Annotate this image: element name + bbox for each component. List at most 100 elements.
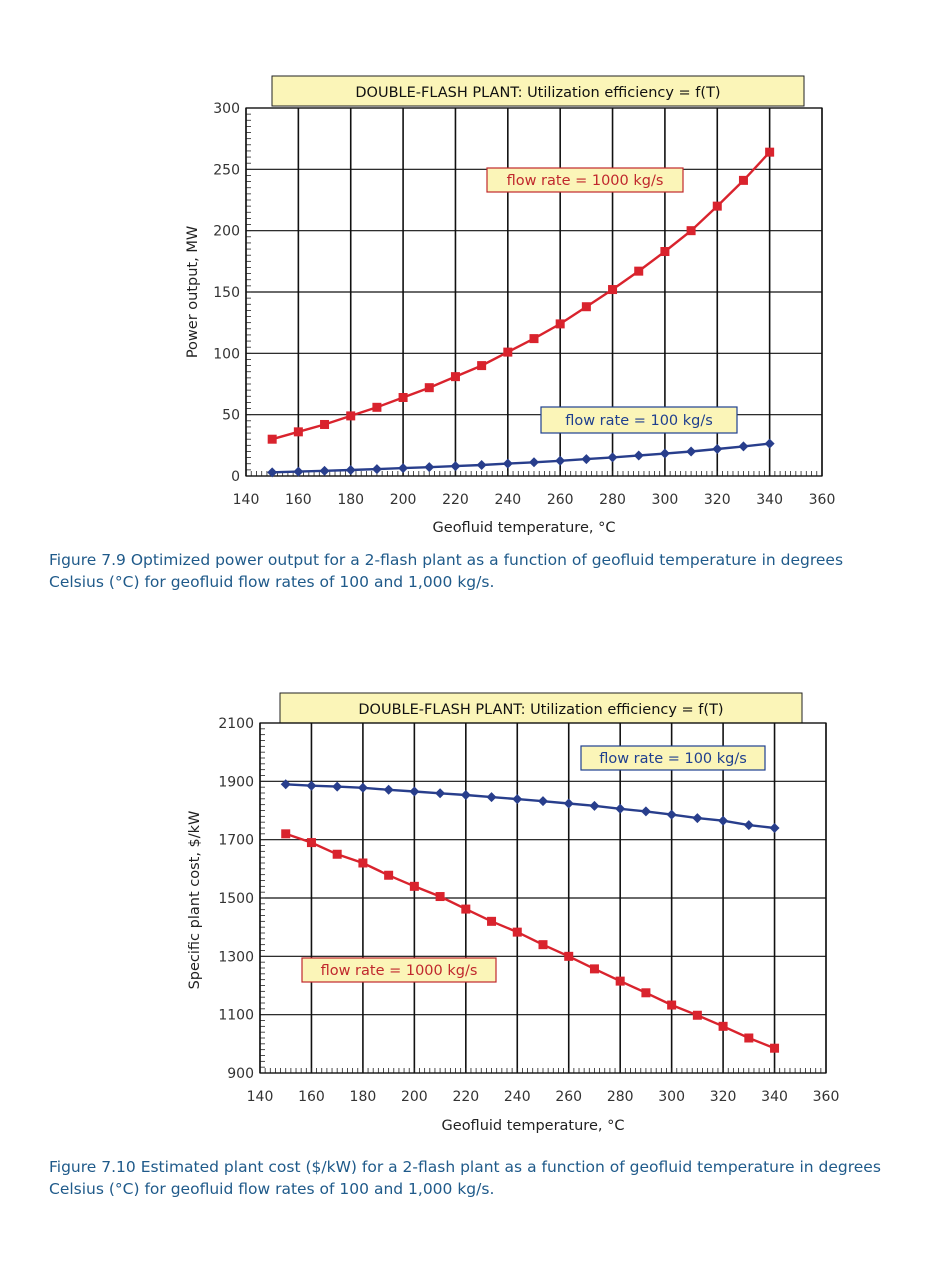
x-tick-label: 340: [761, 1089, 788, 1105]
x-tick-label: 200: [390, 492, 417, 508]
series-label-box: [301, 957, 497, 983]
x-tick-label: 300: [652, 492, 679, 508]
data-point-diamond: [280, 779, 291, 790]
x-tick-label: 160: [285, 492, 312, 508]
x-tick-label: 160: [298, 1089, 325, 1105]
power-output-chart: DOUBLE-FLASH PLANT: Utilization efficien…: [185, 75, 835, 536]
data-point-diamond: [563, 798, 574, 809]
y-axis-title: Power output, MW: [185, 226, 201, 358]
data-point-diamond: [267, 467, 278, 478]
series-label-text: flow rate = 100 kg/s: [565, 413, 713, 429]
data-point-square: [712, 201, 722, 211]
series-label: flow rate = 1000 kg/s: [486, 167, 684, 193]
series-label: flow rate = 100 kg/s: [580, 745, 766, 771]
y-tick-label: 50: [222, 408, 240, 424]
data-point-diamond: [371, 464, 382, 475]
plot-frame: [245, 107, 823, 477]
figure-7-10-caption: Figure 7.10 Estimated plant cost ($/kW) …: [49, 1158, 881, 1198]
data-point-diamond: [607, 452, 618, 463]
data-point-square: [634, 266, 644, 276]
figure-7-10: DOUBLE-FLASH PLANT: Utilization efficien…: [0, 620, 938, 1280]
y-tick-label: 300: [213, 101, 240, 117]
data-point-square: [450, 372, 460, 382]
x-tick-label: 200: [401, 1089, 428, 1105]
data-point-square: [660, 247, 670, 257]
data-point-square: [529, 334, 539, 344]
data-point-diamond: [666, 809, 677, 820]
data-point-diamond: [769, 823, 780, 833]
data-point-diamond: [555, 455, 566, 466]
data-point-diamond: [486, 792, 497, 803]
data-point-square: [686, 226, 696, 236]
data-point-diamond: [529, 457, 539, 468]
series-label-box: [486, 167, 684, 193]
x-tick-label: 280: [599, 492, 626, 508]
x-tick-label: 360: [813, 1089, 840, 1105]
series-flow-100: [280, 779, 780, 833]
figure-7-9: DOUBLE-FLASH PLANT: Utilization efficien…: [0, 0, 938, 600]
data-point-diamond: [409, 786, 420, 797]
figure-7-9-caption: Figure 7.9 Optimized power output for a …: [49, 551, 844, 591]
data-point-square: [372, 402, 382, 412]
data-point-square: [589, 964, 599, 974]
x-tick-label: 340: [756, 492, 783, 508]
series-label-box: [540, 406, 738, 434]
data-point-square: [487, 916, 497, 926]
data-point-square: [765, 147, 775, 157]
data-point-square: [692, 1010, 702, 1020]
chart-title-text: DOUBLE-FLASH PLANT: Utilization efficien…: [358, 702, 723, 718]
data-point-diamond: [345, 464, 356, 475]
x-tick-label: 220: [452, 1089, 479, 1105]
x-tick-label: 240: [504, 1089, 531, 1105]
data-point-square: [744, 1033, 754, 1043]
x-tick-label: 320: [710, 1089, 737, 1105]
x-axis-title: Geofluid temperature, °C: [442, 1118, 625, 1134]
x-tick-label: 180: [337, 492, 364, 508]
data-point-diamond: [357, 782, 368, 793]
plot-frame: [259, 722, 827, 1074]
chart-title-box: [271, 75, 805, 107]
data-point-diamond: [293, 466, 304, 477]
data-point-diamond: [640, 806, 651, 817]
data-point-square: [267, 434, 277, 444]
chart-title: DOUBLE-FLASH PLANT: Utilization efficien…: [271, 75, 805, 107]
data-point-diamond: [398, 463, 409, 474]
data-point-square: [398, 392, 408, 402]
chart-title-box: [279, 692, 803, 724]
data-point-square: [293, 427, 303, 437]
y-tick-label: 250: [213, 162, 240, 178]
tick-labels: 140 160 180 200 220 240 260 280 300 320 340 360 0 50 1…: [213, 101, 835, 508]
series-flow-1000: [267, 147, 775, 444]
data-point-diamond: [460, 790, 471, 801]
y-axis-title: Specific plant cost, $/kW: [187, 811, 203, 990]
series-label-text: flow rate = 100 kg/s: [599, 751, 747, 767]
data-point-diamond: [435, 788, 446, 799]
y-tick-label: 150: [213, 285, 240, 301]
y-tick-label: 1100: [218, 1008, 254, 1024]
data-point-diamond: [306, 780, 317, 791]
x-tick-label: 240: [494, 492, 521, 508]
y-tick-label: 1500: [218, 891, 254, 907]
x-tick-label: 300: [658, 1089, 685, 1105]
data-point-square: [320, 419, 330, 429]
chart-title-text: DOUBLE-FLASH PLANT: Utilization efficien…: [355, 85, 720, 101]
x-tick-label: 360: [809, 492, 836, 508]
x-axis-title: Geofluid temperature, °C: [433, 520, 616, 536]
data-point-diamond: [332, 781, 343, 792]
y-tick-label: 1700: [218, 833, 254, 849]
x-tick-label: 280: [607, 1089, 634, 1105]
data-point-square: [384, 870, 394, 880]
data-point-diamond: [512, 794, 523, 805]
y-tick-label: 1900: [218, 774, 254, 790]
data-point-square: [608, 285, 618, 295]
data-point-square: [555, 319, 565, 329]
data-point-diamond: [450, 461, 461, 472]
series-flow-1000: [281, 829, 780, 1053]
y-tick-label: 1300: [218, 949, 254, 965]
x-tick-label: 140: [233, 492, 260, 508]
data-point-diamond: [659, 448, 670, 459]
data-point-square: [581, 302, 591, 312]
plant-cost-chart: DOUBLE-FLASH PLANT: Utilization efficien…: [187, 692, 840, 1134]
data-point-square: [538, 940, 548, 950]
data-point-square: [424, 383, 434, 393]
